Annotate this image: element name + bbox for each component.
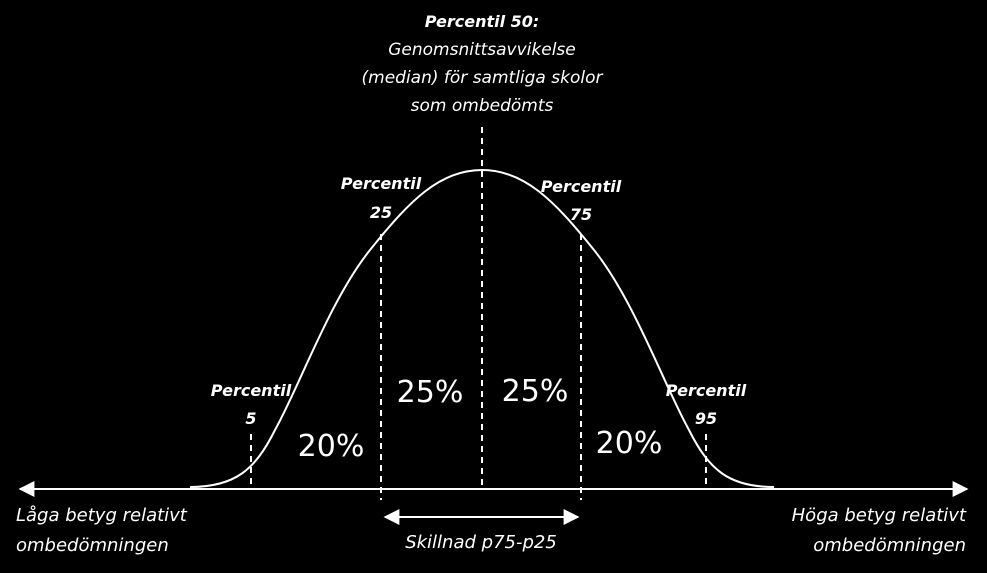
axis-right-label-line-1: Höga betyg relativt xyxy=(792,505,967,526)
percentile-95-value: 95 xyxy=(695,409,717,428)
percentile-50-desc-line-1: Genomsnittsavvikelse xyxy=(388,40,576,60)
axis-left-label-line-2: ombedömningen xyxy=(16,535,169,556)
percentile-95-label: Percentil xyxy=(666,381,747,400)
percentile-75-value: 75 xyxy=(570,205,592,224)
area-left-inner-percent: 25% xyxy=(397,375,464,410)
area-right-outer-percent: 20% xyxy=(596,426,663,461)
percentile-5-label: Percentil xyxy=(211,381,292,400)
range-label: Skillnad p75-p25 xyxy=(405,532,557,553)
percentile-50-desc-line-3: som ombedömts xyxy=(411,96,554,116)
axis-right-label-line-2: ombedömningen xyxy=(813,535,966,556)
area-right-inner-percent: 25% xyxy=(502,374,569,409)
percentile-5-value: 5 xyxy=(245,409,256,428)
percentile-50-desc-line-2: (median) för samtliga skolor xyxy=(362,68,604,88)
percentile-25-value: 25 xyxy=(370,203,392,222)
axis-left-label-line-1: Låga betyg relativt xyxy=(16,505,188,526)
percentile-25-label: Percentil xyxy=(341,174,422,193)
percentile-50-title: Percentil 50: xyxy=(425,12,540,31)
bell-curve xyxy=(189,168,775,488)
area-left-outer-percent: 20% xyxy=(298,429,365,464)
percentile-75-label: Percentil xyxy=(541,177,622,196)
